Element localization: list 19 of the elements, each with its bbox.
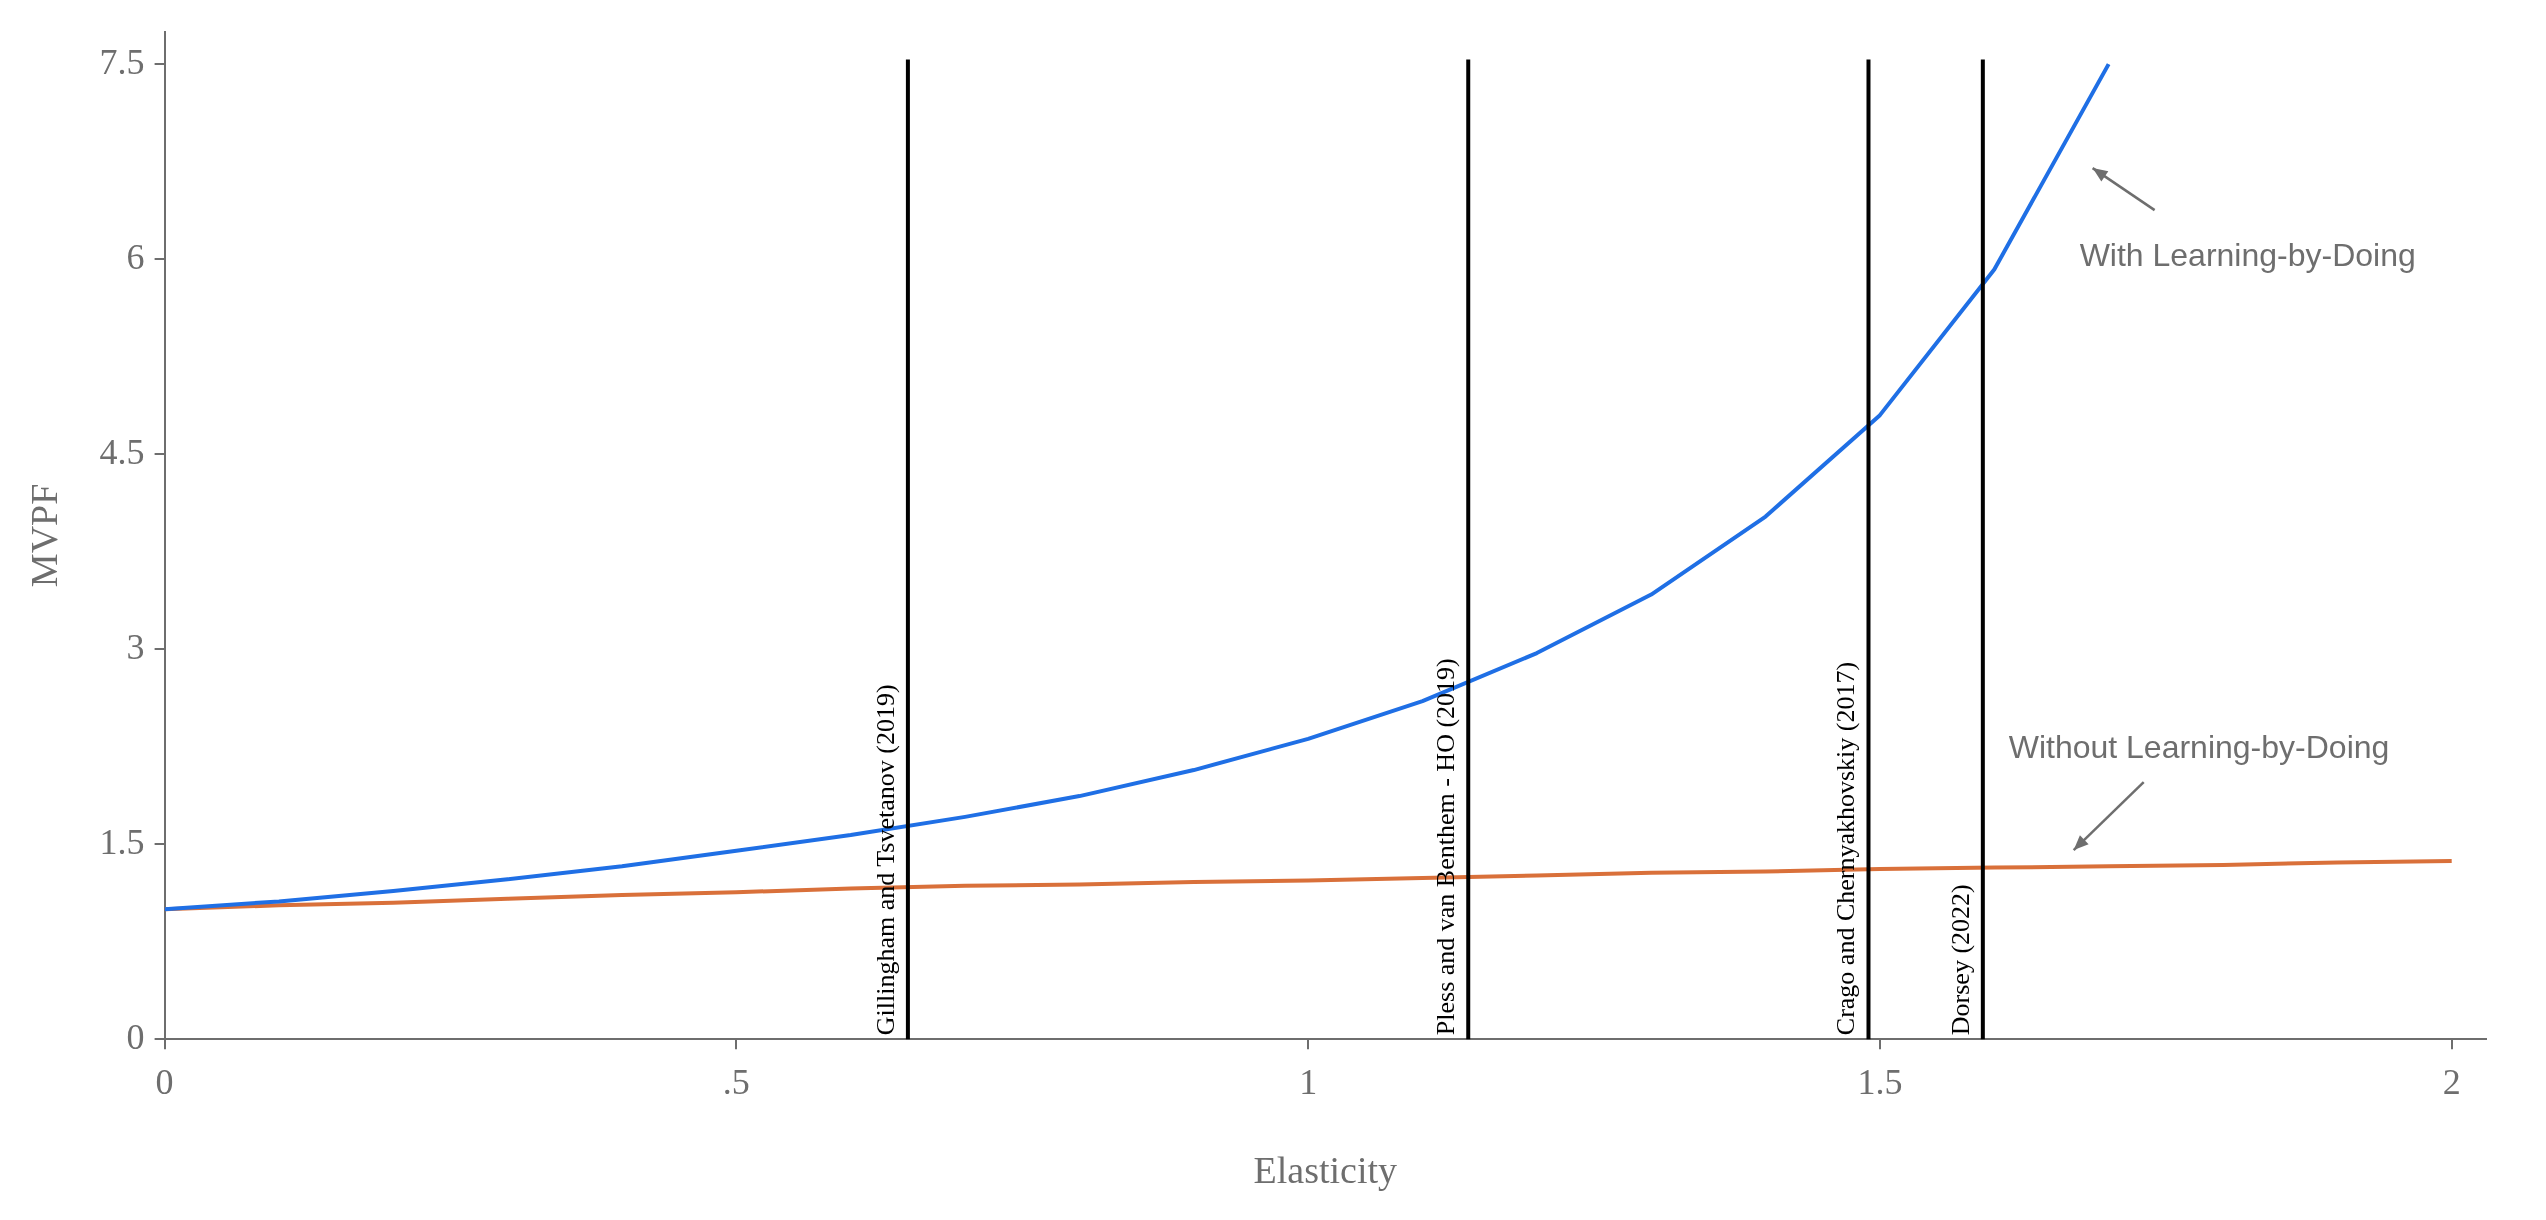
x-tick-label: 0	[155, 1062, 174, 1103]
x-tick-label: 1.5	[1857, 1062, 1903, 1103]
x-axis-title: Elasticity	[1253, 1149, 1398, 1192]
x-tick-label: 2	[2442, 1062, 2461, 1103]
y-axis-title: MVPF	[22, 483, 65, 588]
ref-line-label: Dorsey (2022)	[1945, 884, 1975, 1036]
annotation: Without Learning-by-Doing	[2008, 729, 2390, 766]
x-tick-label: 1	[1299, 1062, 1318, 1103]
y-tick-label: 0	[126, 1016, 145, 1057]
y-tick-label: 4.5	[99, 431, 145, 472]
ref-line-label: Gillingham and Tsvetanov (2019)	[870, 684, 900, 1036]
y-tick-label: 7.5	[99, 41, 145, 82]
ref-line-label: Pless and van Benthem - HO (2019)	[1431, 658, 1461, 1036]
annotation: With Learning-by-Doing	[2079, 237, 2416, 274]
y-tick-label: 3	[126, 626, 145, 667]
y-tick-label: 6	[126, 236, 145, 277]
ref-line-label: Crago and Chernyakhovskiy (2017)	[1831, 661, 1861, 1036]
x-tick-label: .5	[722, 1062, 750, 1103]
y-tick-label: 1.5	[99, 821, 145, 862]
